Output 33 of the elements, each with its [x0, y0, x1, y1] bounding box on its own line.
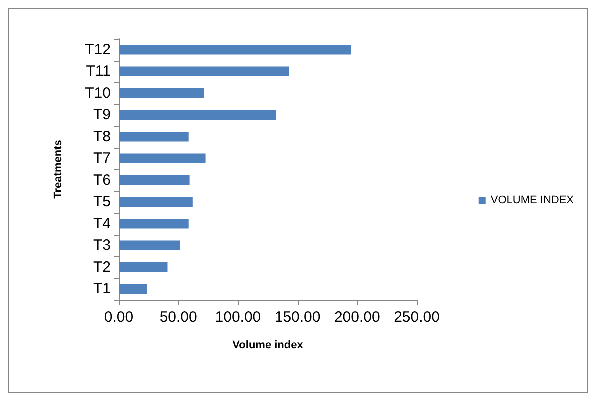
y-tick-label: T3 — [93, 237, 111, 254]
x-axis-title: Volume index — [232, 340, 304, 352]
legend-label: VOLUME INDEX — [490, 194, 575, 206]
bar — [119, 132, 189, 142]
y-axis-title: Treatments — [52, 140, 64, 199]
bar — [119, 66, 290, 77]
x-tick-label: 200.00 — [334, 309, 380, 326]
bar — [119, 154, 206, 164]
x-tick-label: 150.00 — [274, 309, 321, 326]
y-tick-label: T8 — [93, 128, 111, 146]
y-tick-label: T11 — [86, 63, 111, 80]
bar — [119, 197, 193, 208]
bar — [119, 44, 352, 55]
bar — [119, 218, 189, 229]
y-tick-label: T1 — [93, 280, 111, 298]
x-tick-label: 250.00 — [394, 309, 440, 326]
y-tick-label: T6 — [93, 172, 111, 189]
y-tick-label: T10 — [85, 84, 111, 102]
y-tick-label: T4 — [93, 215, 111, 232]
y-tick-label: T5 — [93, 194, 111, 211]
bar — [119, 110, 276, 120]
x-tick-label: 100.00 — [215, 309, 262, 326]
x-tick-label: 50.00 — [160, 309, 198, 326]
bar — [119, 88, 204, 98]
y-tick-label: T2 — [93, 258, 111, 276]
bar — [119, 240, 180, 251]
bar — [119, 175, 190, 186]
y-tick-label: T9 — [93, 106, 111, 124]
y-tick-label: T12 — [85, 41, 111, 58]
y-tick-label: T7 — [93, 150, 111, 168]
x-tick-label: 0.00 — [104, 309, 134, 326]
bar — [119, 262, 168, 272]
bar — [119, 284, 148, 294]
